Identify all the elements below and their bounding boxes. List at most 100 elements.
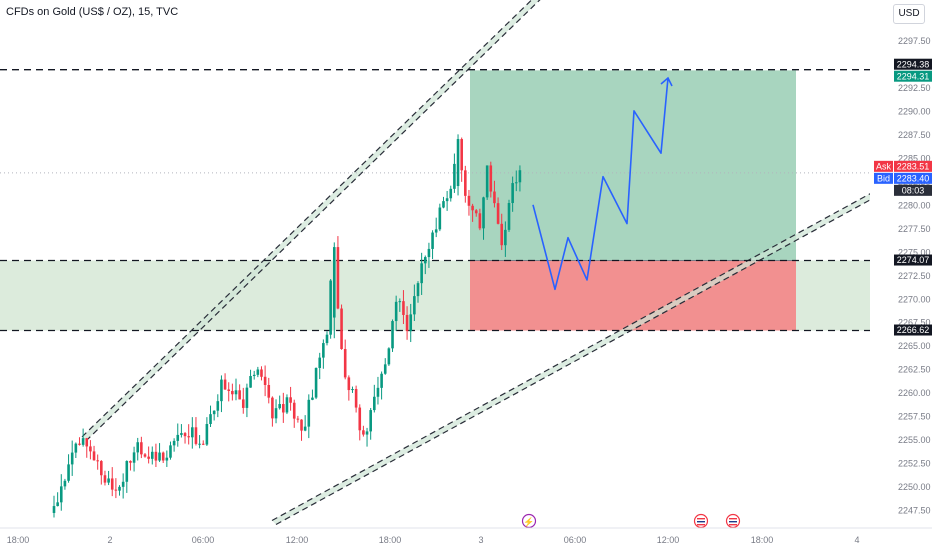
candle (402, 290, 405, 325)
candle (413, 284, 416, 322)
candle-body (460, 139, 463, 171)
candle-body (140, 442, 143, 455)
candle (121, 473, 125, 499)
candle (493, 180, 496, 208)
candle-body (191, 427, 194, 438)
candle-body (183, 433, 187, 437)
candle (383, 358, 387, 375)
projection-arrow (660, 76, 673, 87)
candle (514, 170, 518, 192)
y-tick-label: 2265.00 (898, 341, 931, 351)
candle (380, 371, 383, 400)
price-label-box (894, 160, 932, 172)
projection-path (532, 77, 669, 291)
price-label-text: 2274.07 (897, 255, 930, 265)
candle-body (431, 232, 434, 249)
price-tag-box (874, 172, 893, 184)
candle-body (114, 489, 118, 491)
candle (332, 242, 336, 339)
lower-channel-edge-a (271, 177, 899, 522)
y-tick-label: 2252.50 (898, 459, 931, 469)
candle (52, 495, 56, 518)
price-label-entry: 2274.07 (894, 254, 932, 266)
candle (231, 383, 234, 401)
candle-body (245, 387, 249, 408)
candle-body (63, 480, 67, 487)
price-label-line: 2294.38 (894, 58, 932, 70)
candle-body (504, 229, 507, 246)
candle (449, 185, 453, 202)
candle-body (318, 357, 322, 368)
candle (67, 454, 70, 483)
candle (256, 366, 260, 378)
candle-body (514, 182, 518, 184)
candle-body (343, 349, 347, 378)
price-label-box (894, 58, 932, 70)
candle-body (303, 426, 307, 431)
time-axis-bg (0, 528, 932, 550)
candle (194, 417, 198, 446)
candle-body (132, 452, 136, 463)
price-label-box (894, 254, 932, 266)
x-tick-label: 4 (854, 535, 859, 545)
x-tick-label: 3 (478, 535, 483, 545)
candle (420, 252, 423, 295)
candle (336, 236, 340, 310)
candle-body (500, 223, 504, 246)
candle-body (409, 314, 413, 332)
candle-body (442, 201, 445, 208)
candle-body (81, 438, 85, 445)
candle-body (507, 203, 511, 230)
candle-body (198, 443, 201, 445)
candle-body (329, 280, 332, 335)
candle (252, 370, 256, 380)
y-tick-label: 2250.00 (898, 482, 931, 492)
candle (103, 470, 107, 486)
candle-body (336, 247, 340, 309)
candle-body (387, 348, 391, 365)
x-tick-label: 18:00 (7, 535, 30, 545)
candle (245, 383, 249, 418)
candle (260, 366, 263, 381)
candle-body (274, 408, 278, 419)
us-flag-stripe (729, 524, 737, 526)
price-tag-text: Ask (876, 162, 892, 172)
candle (198, 435, 201, 449)
x-tick-label: 12:00 (286, 535, 309, 545)
candle (180, 424, 183, 438)
candle (132, 446, 136, 472)
candle (518, 165, 522, 192)
candle (387, 347, 391, 366)
candle (118, 485, 121, 496)
candle-body (96, 460, 99, 462)
candles (52, 134, 522, 518)
candle (143, 452, 147, 458)
candle-body (340, 308, 343, 350)
candle (369, 407, 372, 440)
position-loss-zone (470, 260, 796, 331)
currency-selector[interactable]: USD (893, 4, 925, 24)
candle-body (150, 451, 154, 459)
candle (263, 365, 267, 397)
candle (150, 446, 154, 465)
candle (325, 331, 329, 346)
candle (373, 384, 376, 413)
price-label-text: 2283.40 (897, 174, 930, 184)
candle-body (438, 207, 442, 230)
candle-body (85, 438, 89, 447)
candle-body (125, 461, 129, 482)
candle (92, 445, 96, 461)
candle (205, 417, 209, 446)
candle-body (369, 410, 372, 432)
candle (278, 395, 281, 410)
candle (438, 203, 442, 232)
candle (442, 196, 445, 209)
candle-body (136, 442, 140, 453)
position-profit-zone (470, 70, 796, 261)
candle (158, 443, 161, 463)
y-tick-label: 2270.00 (898, 294, 931, 304)
candle-body (332, 247, 336, 318)
y-tick-label: 2287.50 (898, 130, 931, 140)
